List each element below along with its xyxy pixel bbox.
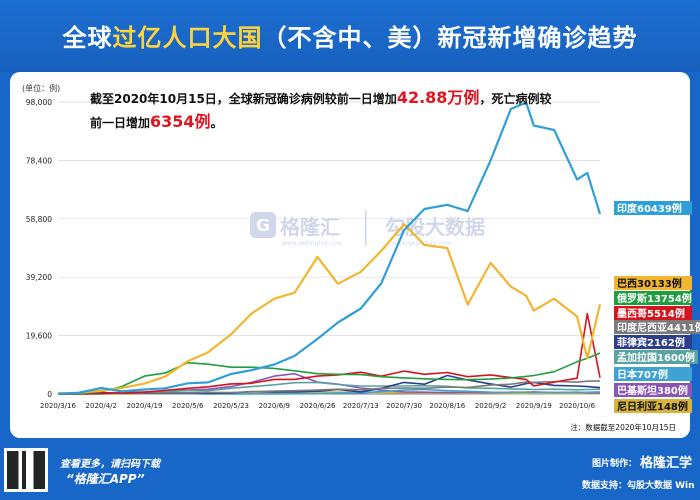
watermark-brand-url: www.gelonghui.com — [282, 240, 343, 247]
x-tick-label: 2020/5/6 — [172, 402, 204, 410]
qr-code-pattern — [7, 451, 45, 489]
footer-data-support: 数据支持：勾股大数据 Win — [582, 481, 695, 491]
title-suffix: （不含中、美）新冠新增确诊趋势 — [262, 24, 638, 52]
legend-label-brazil: 巴西30133例 — [617, 277, 682, 290]
header-bar: 全球过亿人口大国（不含中、美）新冠新增确诊趋势 — [0, 0, 700, 72]
watermark-logo-letter: G — [256, 216, 270, 236]
legend-label-philippines: 菲律宾2162例 — [617, 336, 685, 349]
legend-swatch — [614, 306, 692, 320]
footer-credit-brand: 格隆汇学 — [640, 456, 693, 471]
series-line-brazil — [57, 223, 602, 395]
footer-download-text: 查看更多，请扫码下载 — [60, 459, 160, 470]
title-prefix: 全球 — [62, 24, 113, 52]
x-tick-label: 2020/8/16 — [429, 402, 465, 410]
x-tick-label: 2020/9/19 — [516, 402, 552, 410]
y-tick-label: 98,000 — [26, 98, 52, 107]
x-tick-label: 2020/3/16 — [40, 402, 76, 410]
series-lines — [57, 101, 602, 395]
legend-swatch — [614, 350, 698, 364]
footer-bar — [0, 440, 700, 500]
watermark: G 格隆汇 www.gelonghui.com 勾股大数据 www.goguda… — [250, 210, 485, 247]
title-highlight: 过亿人口大国 — [112, 24, 263, 52]
legend-label-india: 印度60439例 — [617, 202, 682, 215]
x-tick-label: 2020/7/30 — [386, 402, 422, 410]
legend-label-indonesia: 印度尼西亚4411例 — [617, 321, 700, 334]
x-tick-label: 2020/5/23 — [213, 402, 249, 410]
x-tick-label: 2020/4/19 — [127, 402, 163, 410]
y-tick-label: 0 — [47, 390, 52, 399]
y-tick-label: 19,600 — [26, 332, 52, 341]
y-axis: 0 19,600 39,200 58,800 78,400 98,000 — [26, 98, 52, 399]
legend: 印度60439例巴西30133例俄罗斯13754例墨西哥5514例印度尼西亚44… — [614, 201, 700, 413]
series-line-india — [57, 101, 602, 395]
annotation-line2-text: 前一日增加 — [90, 116, 151, 130]
x-tick-label: 2020/4/2 — [86, 402, 117, 410]
y-axis-label: (单位：例) — [22, 83, 60, 93]
legend-swatch — [614, 276, 692, 290]
legend-swatch — [614, 320, 700, 334]
y-tick-label: 39,200 — [26, 273, 52, 282]
legend-label-russia: 俄罗斯13754例 — [616, 292, 692, 305]
footer-app-name[interactable]: “格隆汇APP” — [66, 472, 145, 486]
x-tick-label: 2020/6/26 — [300, 402, 336, 410]
x-tick-label: 2020/6/9 — [259, 402, 290, 410]
annotation-line-1: 截至2020年10月15日，全球新冠确诊病例较前一日增加42.88万例，死亡病例… — [90, 84, 551, 108]
footer-credit-label: 图片制作： — [592, 459, 638, 469]
legend-label-bangladesh: 孟加拉国1600例 — [617, 351, 695, 364]
annotation-deaths-value: 6354例 — [150, 112, 211, 131]
annotation-line-2: 前一日增加6354例。 — [90, 108, 223, 132]
series-line-mexico — [57, 312, 601, 395]
legend-swatch — [614, 335, 692, 349]
legend-swatch — [614, 291, 692, 305]
legend-label-nigeria: 尼日利亚148例 — [617, 400, 688, 413]
legend-swatch — [614, 399, 692, 413]
source-note: 注：数据截至2020年10月15日 — [570, 422, 676, 432]
annotation-line1-tail: ，死亡病例较 — [479, 92, 552, 106]
legend-label-pakistan: 巴基斯坦380例 — [617, 384, 688, 397]
annotation-line1-text: 截至2020年10月15日，全球新冠确诊病例较前一日增加 — [90, 92, 397, 106]
y-tick-label: 78,400 — [26, 156, 52, 165]
legend-swatch — [614, 201, 692, 215]
page-title: 全球过亿人口大国（不含中、美）新冠新增确诊趋势 — [0, 18, 700, 53]
x-tick-label: 2020/7/13 — [343, 402, 379, 410]
legend-label-mexico: 墨西哥5514例 — [617, 307, 685, 320]
x-tick-label: 2020/10/6 — [559, 402, 595, 410]
legend-swatch — [614, 383, 692, 397]
qr-code[interactable] — [4, 448, 48, 492]
legend-label-japan: 日本707例 — [617, 368, 668, 381]
x-tick-label: 2020/9/2 — [475, 402, 506, 410]
legend-swatch — [614, 367, 692, 381]
y-tick-label: 58,800 — [26, 215, 52, 224]
series-line-russia — [57, 352, 601, 395]
x-axis: 2020/3/16 2020/4/2 2020/4/19 2020/5/6 2020/5… — [40, 393, 600, 410]
watermark-divider — [365, 210, 367, 246]
annotation-line2-tail: 。 — [210, 116, 223, 130]
annotation-cases-value: 42.88万例 — [396, 88, 480, 107]
grid — [58, 101, 600, 395]
